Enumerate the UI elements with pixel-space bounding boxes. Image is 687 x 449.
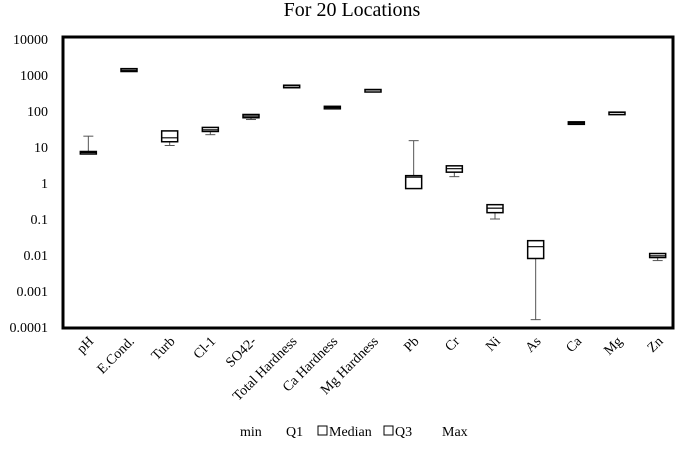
box-so42-	[242, 113, 260, 121]
box-cr	[445, 165, 464, 178]
legend-swatch	[317, 425, 328, 436]
x-tick-label: SO42-	[223, 334, 260, 371]
x-tick-label: Turb	[149, 334, 179, 364]
y-tick-label: 1	[41, 177, 48, 192]
x-tick-label: Mg	[601, 334, 625, 358]
x-tick-label: Cl-1	[191, 334, 219, 362]
box-e-cond-	[120, 67, 138, 73]
legend-entry: Q1	[286, 425, 303, 440]
y-tick-label: 0.1	[31, 213, 49, 228]
box-cl-1	[201, 126, 220, 136]
legend-swatch	[383, 425, 394, 436]
x-tick-label: Cr	[443, 334, 464, 355]
x-tick-label: E.Cond.	[95, 334, 138, 377]
chart-title: For 20 Locations	[284, 0, 421, 21]
y-tick-label: 1000	[20, 69, 48, 84]
y-tick-label: 100	[27, 105, 48, 120]
legend-entry: min	[240, 425, 262, 440]
box-zn	[648, 252, 667, 262]
y-tick-label: 10	[34, 141, 48, 156]
x-tick-label: Ni	[483, 334, 504, 355]
legend: min Q1 Median Q3 Max	[240, 425, 468, 440]
box-ph	[79, 135, 98, 155]
box-mg	[608, 111, 626, 116]
y-tick-label: 0.01	[24, 249, 49, 264]
box-ca-hardness	[323, 105, 342, 110]
box-ni	[486, 203, 504, 220]
x-tick-label: Pb	[401, 334, 422, 355]
box-pb	[404, 140, 423, 190]
legend-entry: Q3	[395, 425, 412, 440]
x-tick-label: pH	[74, 334, 97, 357]
legend-entry: Median	[329, 425, 372, 440]
y-tick-label: 0.0001	[10, 321, 49, 336]
x-tick-label: As	[523, 334, 545, 356]
box-mg-hardness	[364, 88, 382, 93]
box-q1-q3	[526, 239, 545, 260]
y-tick-label: 10000	[13, 33, 48, 48]
y-tick-label: 0.001	[17, 285, 49, 300]
box-q1-q3	[160, 130, 179, 143]
box-turb	[160, 130, 179, 147]
legend-entry: Max	[442, 425, 468, 440]
box-q1-q3	[404, 174, 423, 190]
box-total-hardness	[282, 84, 301, 89]
x-tick-label: Zn	[645, 334, 667, 356]
box-as	[526, 239, 545, 321]
plot-area	[61, 35, 675, 330]
x-tick-label: Ca	[564, 334, 586, 356]
box-q1-q3	[282, 84, 301, 89]
box-ca	[567, 121, 586, 126]
